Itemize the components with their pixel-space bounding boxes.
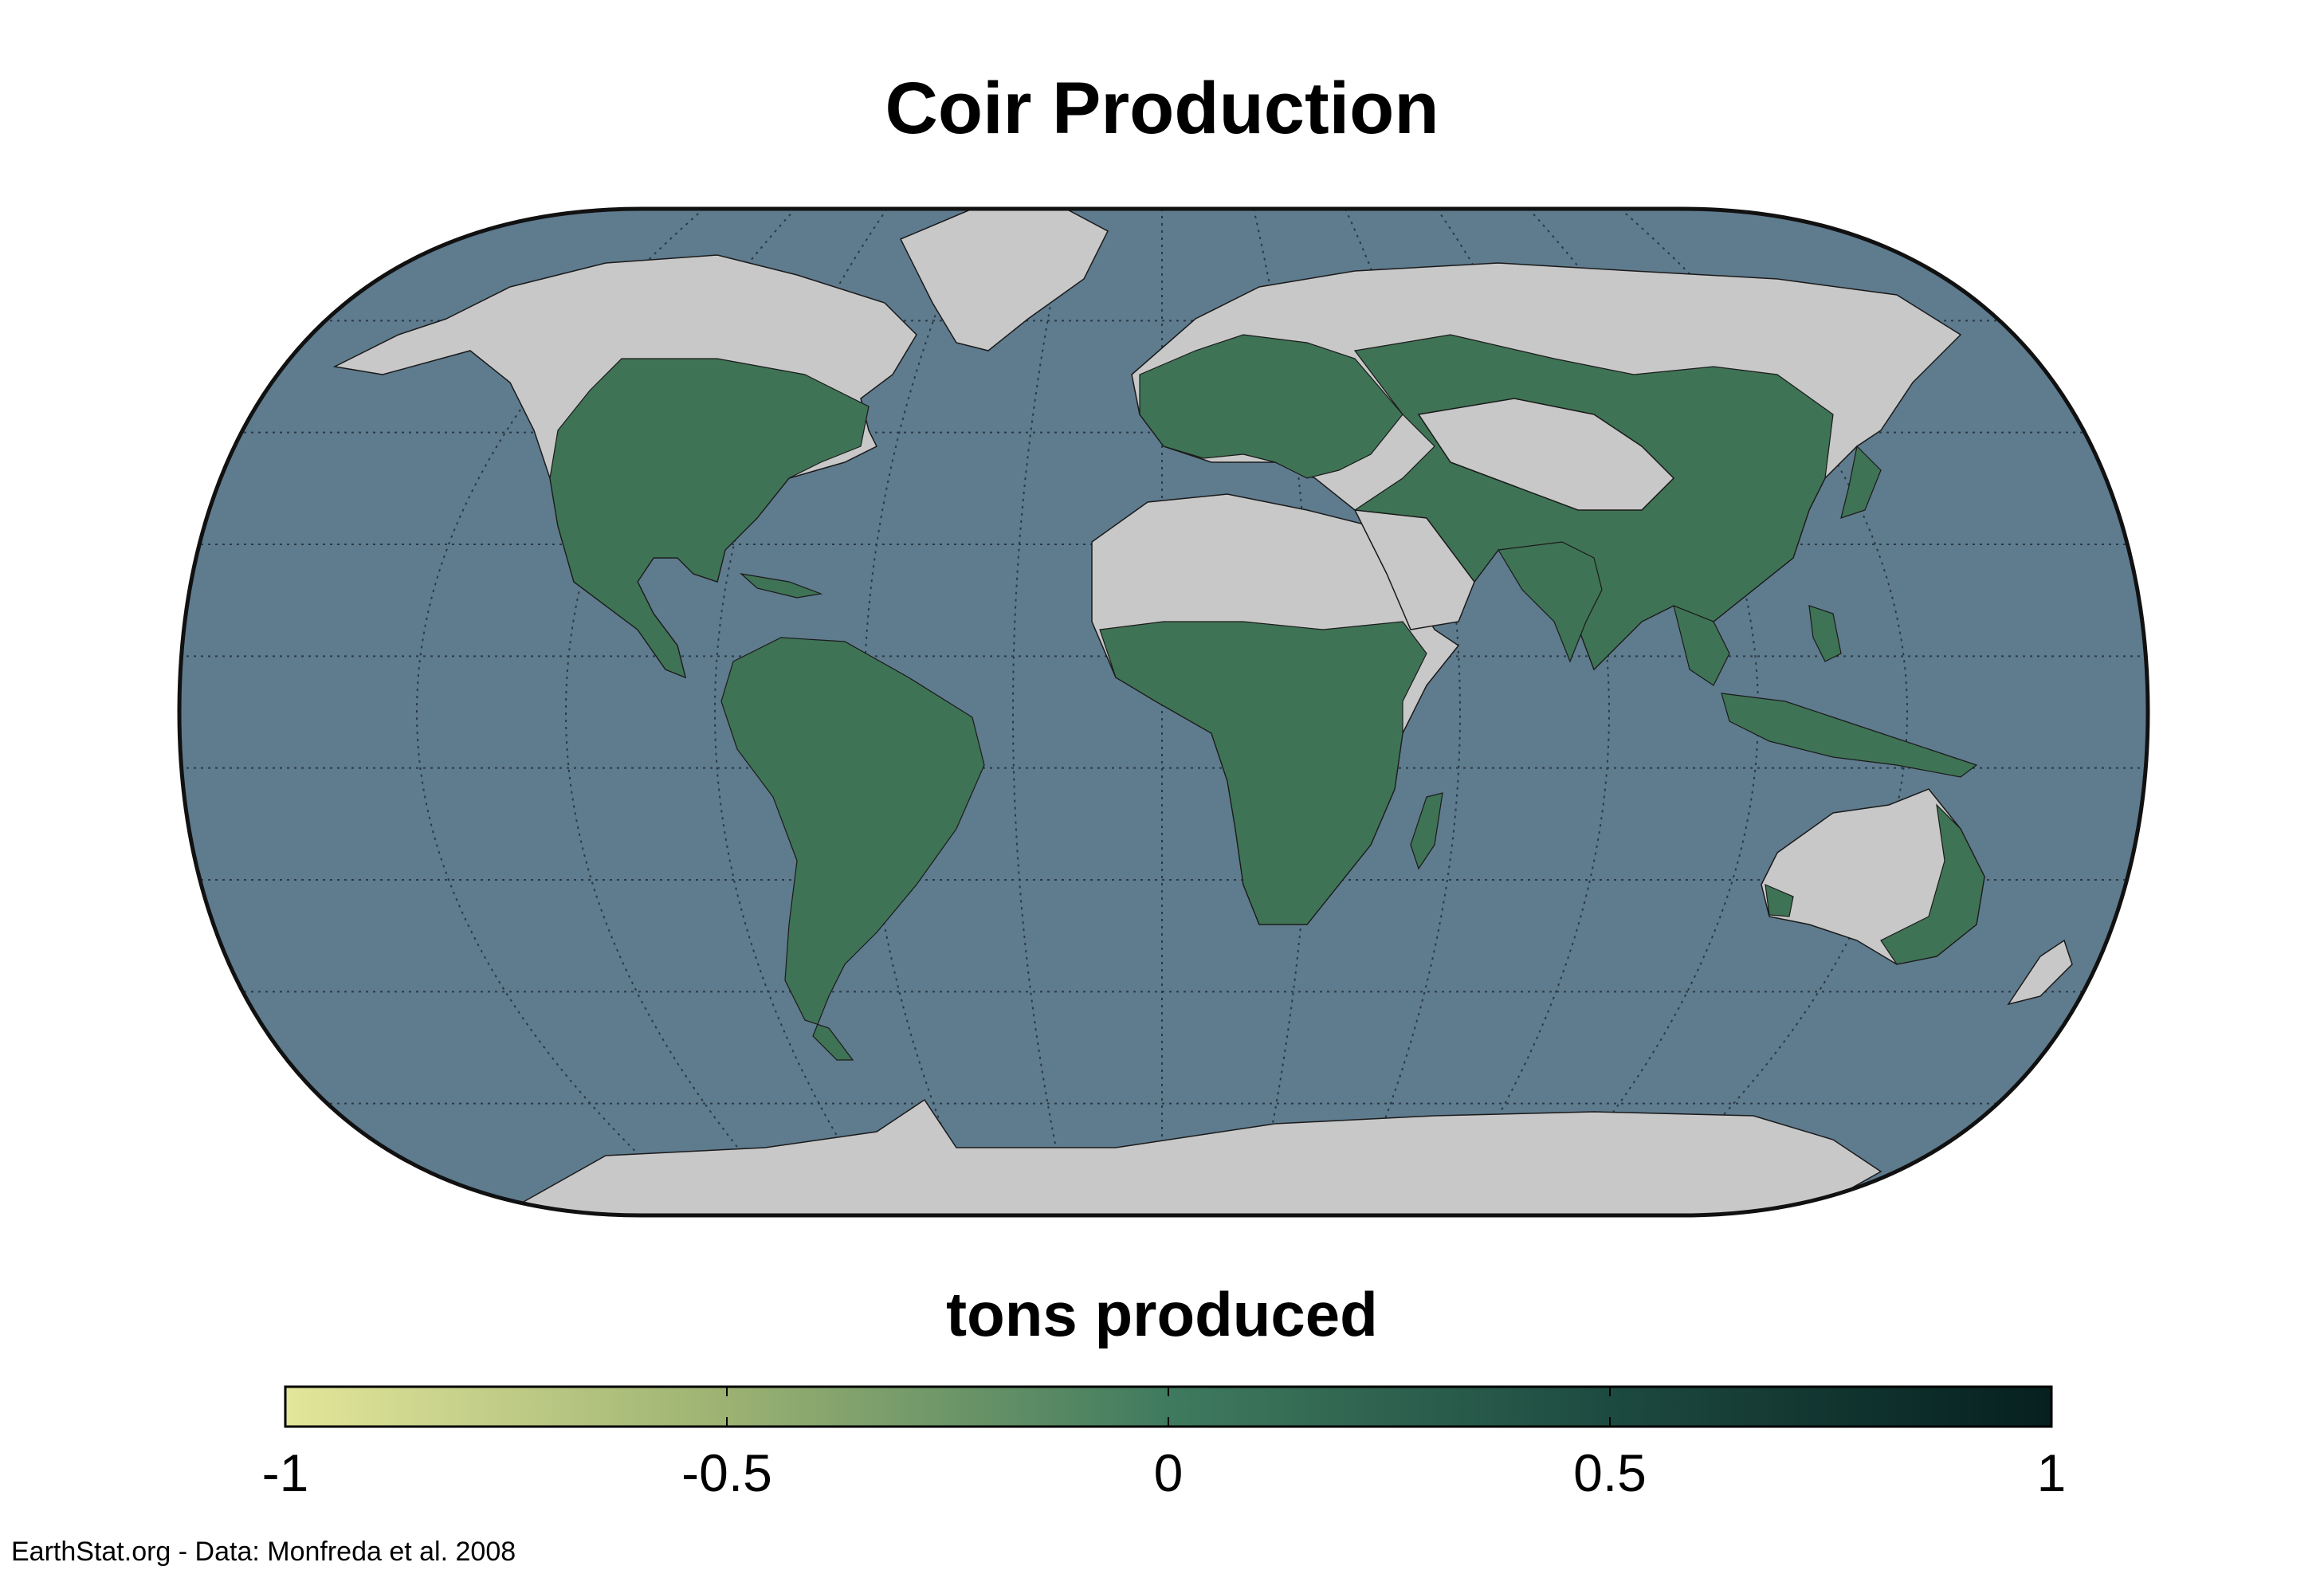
japan <box>1840 445 1882 519</box>
greenland <box>899 209 1109 351</box>
map-frame <box>177 206 2150 1218</box>
madagascar <box>1410 792 1443 870</box>
caribbean-islands <box>740 573 823 599</box>
map-title: Coir Production <box>885 68 1439 149</box>
colorbar-title: tons produced <box>946 1279 1378 1349</box>
australia-production <box>1880 803 1985 965</box>
map-content <box>179 209 2148 1215</box>
tick-label: 1 <box>2036 1443 2067 1502</box>
europe-production <box>1139 334 1403 479</box>
new-zealand <box>2007 939 2073 1006</box>
south-america <box>720 637 985 1061</box>
data-credit: EarthStat.org - Data: Monfreda et al. 20… <box>11 1537 516 1567</box>
graticule-meridian <box>416 209 705 1215</box>
india <box>1498 541 1603 663</box>
philippines <box>1808 605 1842 662</box>
central-asia-empty <box>1417 398 1675 511</box>
southeast-asia <box>1673 605 1730 686</box>
colorbar-ticks <box>285 1387 2052 1427</box>
graticule-meridian <box>1619 209 1908 1215</box>
graticule-meridian <box>1528 209 1759 1215</box>
africa-production <box>1099 621 1427 925</box>
antarctica <box>477 1098 1882 1215</box>
tick-label: 0.5 <box>1573 1443 1647 1502</box>
tick-label: 0 <box>1153 1443 1184 1502</box>
indonesia <box>1721 693 1978 778</box>
north-america-production <box>549 358 870 678</box>
graticule-meridian <box>565 209 796 1215</box>
arabian-peninsula <box>1353 509 1475 630</box>
australia-sw-production <box>1765 884 1794 917</box>
tick-label: -0.5 <box>681 1443 772 1502</box>
graticule-meridian <box>1012 209 1071 1215</box>
tick-label: -1 <box>261 1443 309 1502</box>
